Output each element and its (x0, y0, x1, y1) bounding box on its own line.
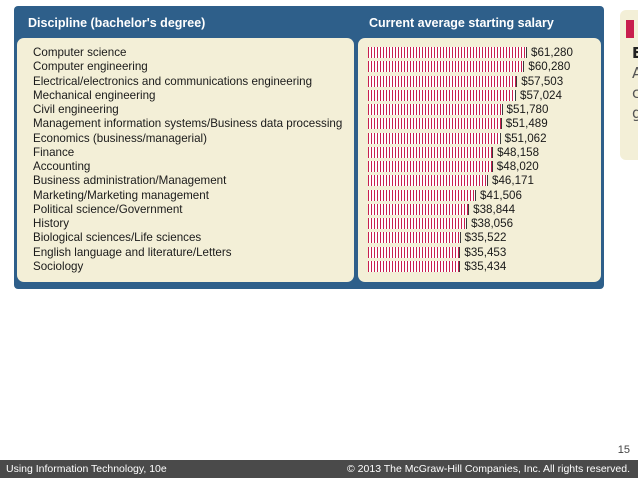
salary-bar (368, 218, 468, 229)
salary-value-label: $51,489 (505, 117, 548, 131)
salary-value-label: $60,280 (528, 60, 571, 74)
salary-value-label: $48,158 (497, 145, 540, 159)
salary-value-label: $48,020 (496, 160, 539, 173)
salary-bar (368, 75, 518, 87)
footer-bar: Using Information Technology, 10e © 2013… (0, 460, 638, 478)
salary-bar (368, 232, 461, 244)
slide-number: 15 (617, 444, 630, 456)
salary-value-label: $35,434 (464, 259, 507, 273)
salary-bar (368, 189, 477, 201)
category-label: Political science/Government (33, 202, 183, 216)
category-label: Electrical/electronics and communication… (33, 74, 313, 88)
salary-value-label: $61,280 (531, 46, 573, 59)
category-label: Computer science (33, 46, 127, 59)
category-label: Biological sciences/Life sciences (33, 231, 202, 245)
category-label: Mechanical engineering (33, 88, 156, 102)
side-letter-2: A (632, 64, 638, 82)
salary-value-label: $41,506 (480, 188, 522, 202)
discipline-column-header: Discipline (bachelor's degree) (28, 16, 206, 30)
salary-value-label: $51,780 (506, 103, 549, 116)
salary-bar (368, 89, 517, 101)
category-label: History (33, 217, 70, 230)
salary-bar (368, 61, 525, 73)
salary-bar (368, 246, 461, 258)
salary-value-label: $57,503 (521, 74, 564, 88)
salary-value-label: $57,024 (520, 88, 562, 102)
footer-copyright: © 2013 The McGraw-Hill Companies, Inc. A… (347, 463, 630, 475)
salary-bar (368, 161, 493, 172)
salary-bar (368, 260, 461, 272)
category-label: Computer engineering (33, 60, 148, 74)
salary-bar (368, 47, 527, 58)
salary-bars-box: $61,280 $60,280 $57,503 $57,024 $51,780 $51,4… (358, 38, 601, 282)
salary-bar (368, 146, 494, 158)
salary-column-header: Current average starting salary (369, 16, 554, 30)
salary-value-label: $51,062 (504, 131, 547, 145)
side-letter-4: g (632, 104, 638, 122)
salary-bar (368, 203, 470, 215)
side-card-partial (620, 10, 638, 160)
category-label: Business administration/Management (33, 174, 227, 188)
category-label: Marketing/Marketing management (33, 188, 209, 202)
side-letter-1: E (632, 44, 638, 62)
category-label: Sociology (33, 259, 84, 273)
category-label: Civil engineering (33, 103, 119, 116)
salary-bar (368, 132, 501, 144)
salary-value-label: $35,522 (464, 231, 507, 245)
category-label: English language and literature/Letters (33, 245, 232, 259)
side-letter-3: c (632, 84, 638, 102)
category-label: Accounting (33, 160, 91, 173)
salary-value-label: $38,844 (473, 202, 516, 216)
salary-value-label: $38,056 (471, 217, 514, 230)
side-accent-mark (626, 20, 634, 38)
salary-value-label: $35,453 (464, 245, 507, 259)
salary-bar (368, 118, 502, 130)
salary-value-label: $46,171 (492, 174, 534, 188)
category-label: Finance (33, 145, 75, 159)
salary-table-panel: Discipline (bachelor's degree) Current a… (14, 6, 604, 289)
salary-bar (368, 175, 489, 187)
discipline-list-box: Computer science Computer engineering Elec… (17, 38, 354, 282)
category-label: Economics (business/managerial) (33, 131, 207, 145)
footer-book-title: Using Information Technology, 10e (6, 463, 167, 475)
salary-bar (368, 104, 503, 115)
category-label: Management information systems/Business … (33, 117, 343, 131)
